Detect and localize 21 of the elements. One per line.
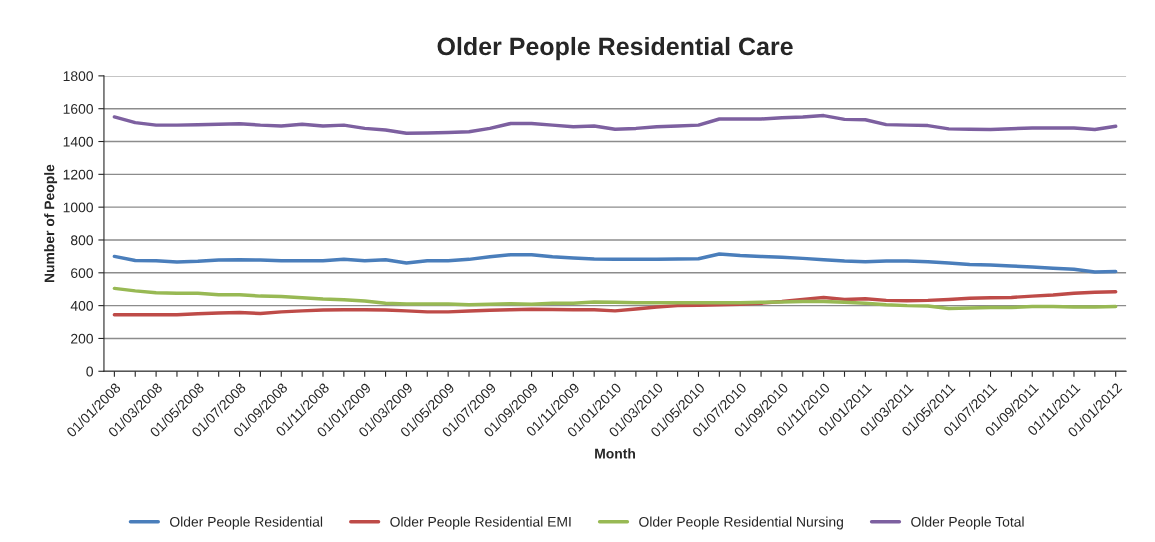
line-series <box>112 286 1118 311</box>
y-tick-label: 400 <box>70 300 93 311</box>
y-axis-title: Number of People <box>44 164 58 283</box>
y-tick-label: 1400 <box>63 136 93 147</box>
y-tick-label: 600 <box>71 268 93 278</box>
y-tick-label: 1600 <box>63 104 93 114</box>
legend-label: Older People Residential <box>170 516 323 530</box>
y-tick-label: 800 <box>70 235 93 246</box>
legend-label: Older People Total <box>911 516 1024 530</box>
y-tick-label: 1200 <box>63 169 93 180</box>
y-tick-label: 1000 <box>63 202 93 213</box>
line-series <box>112 252 1118 274</box>
chart-title: Older People Residential Care <box>437 36 793 61</box>
legend-label: Older People Residential EMI <box>390 516 571 530</box>
line-series <box>112 113 1118 136</box>
y-tick-label: 200 <box>71 333 93 344</box>
line-series <box>112 289 1118 317</box>
x-axis-title: Month <box>595 448 635 459</box>
y-tick-label: 0 <box>86 366 93 377</box>
y-tick-label: 1800 <box>63 71 93 82</box>
legend-label: Older People Residential Nursing <box>639 516 843 530</box>
